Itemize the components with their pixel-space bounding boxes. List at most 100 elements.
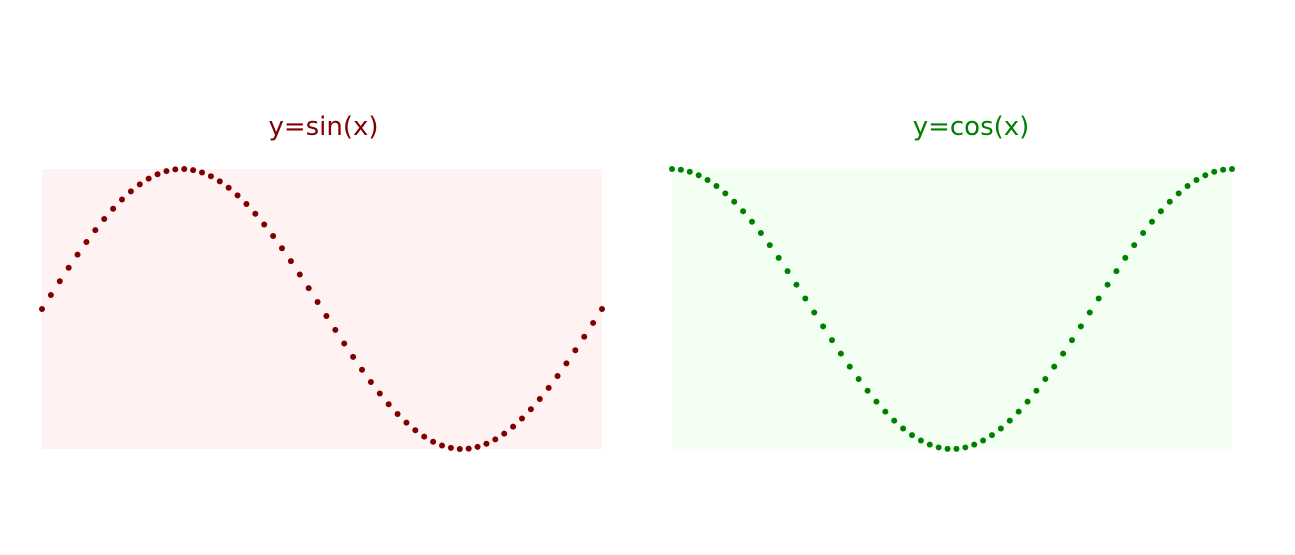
cos-data-point [1024, 398, 1031, 405]
sin-data-point [136, 181, 143, 188]
cos-data-point [846, 363, 853, 370]
cos-data-point [1086, 309, 1093, 316]
sin-data-point [216, 178, 223, 185]
sin-data-point [359, 366, 365, 373]
cos-data-point [829, 337, 835, 344]
cos-data-point [722, 190, 729, 197]
sin-data-point [519, 415, 525, 422]
sin-data-point [590, 319, 597, 326]
sin-data-point [154, 171, 161, 178]
sin-data-point [172, 166, 179, 173]
sin-data-point [287, 258, 294, 265]
cos-data-point [802, 295, 809, 302]
sin-data-point [119, 196, 125, 203]
sin-data-point [483, 440, 490, 447]
cos-data-point [1122, 254, 1129, 261]
cos-data-point [864, 387, 871, 394]
cos-data-point [669, 166, 675, 172]
cos-data-point [757, 230, 764, 237]
sin-data-point [465, 445, 472, 452]
cos-data-point [784, 268, 791, 275]
sin-data-point [110, 205, 117, 212]
cos-data-point [1060, 350, 1067, 357]
sin-chart-panel: y=sin(x) [0, 0, 647, 555]
cos-data-point [882, 408, 889, 415]
cos-data-point [677, 166, 684, 173]
sin-data-point [190, 167, 197, 174]
sin-data-point [234, 192, 241, 199]
sin-data-point [341, 340, 348, 347]
sin-data-point [181, 166, 188, 173]
cos-data-point [1166, 198, 1173, 205]
sin-data-point [394, 410, 401, 417]
sin-chart-plot [39, 166, 605, 452]
cos-chart-title: y=cos(x) [912, 112, 1030, 142]
cos-data-point [740, 208, 747, 215]
sin-data-point [527, 406, 534, 413]
cos-data-point [953, 445, 960, 452]
sin-data-point [270, 233, 277, 239]
cos-data-point [793, 281, 800, 288]
sin-data-point [545, 384, 552, 391]
sin-data-point [412, 427, 419, 434]
sin-data-point [350, 353, 357, 360]
sin-data-point [83, 239, 90, 246]
cos-chart-panel: y=cos(x) [647, 0, 1295, 555]
sin-data-point [252, 210, 259, 217]
cos-data-point [686, 168, 693, 175]
sin-data-point [47, 292, 54, 299]
cos-data-point [1006, 417, 1013, 424]
sin-chart-title: y=sin(x) [268, 112, 379, 142]
cos-data-point [900, 425, 907, 432]
cos-data-point [1113, 268, 1120, 275]
sin-data-point [456, 445, 463, 452]
cos-data-point [811, 309, 818, 316]
cos-chart-plot [669, 166, 1235, 452]
sin-data-point [314, 299, 321, 306]
plot-background [672, 169, 1232, 449]
sin-data-point [421, 433, 428, 440]
sin-data-point [430, 438, 437, 445]
sin-data-point [127, 188, 134, 195]
cos-data-point [695, 172, 702, 179]
sin-data-point [261, 221, 268, 228]
cos-data-point [962, 444, 969, 451]
cos-data-point [1015, 408, 1022, 415]
cos-data-point [1051, 363, 1058, 370]
sin-data-point [92, 227, 99, 234]
sin-data-point [65, 264, 72, 271]
sin-data-point [474, 443, 481, 450]
cos-data-point [917, 437, 924, 444]
sin-data-point [447, 444, 454, 451]
cos-data-point [1149, 218, 1155, 225]
cos-data-point [1211, 168, 1218, 175]
plot-background [42, 169, 602, 449]
cos-data-point [1095, 295, 1102, 302]
sin-data-point [385, 401, 392, 408]
sin-data-point [492, 436, 499, 443]
sin-data-point [581, 333, 588, 340]
sin-data-point [296, 271, 303, 278]
cos-data-point [749, 218, 755, 225]
cos-data-point [731, 198, 738, 205]
cos-data-point [1104, 281, 1111, 288]
cos-data-point [926, 441, 933, 448]
cos-data-point [1042, 376, 1049, 382]
sin-data-point [145, 175, 152, 182]
cos-data-point [713, 183, 720, 190]
sin-data-point [56, 278, 63, 285]
sin-data-point [207, 173, 214, 180]
cos-data-point [989, 432, 995, 439]
cos-data-point [766, 242, 773, 249]
cos-data-point [1077, 323, 1084, 330]
cos-data-point [775, 254, 782, 261]
cos-data-point [1175, 190, 1182, 197]
sin-data-point [510, 423, 517, 430]
cos-data-point [971, 441, 978, 448]
sin-data-point [376, 390, 383, 397]
sin-data-point [572, 347, 579, 354]
cos-data-point [820, 323, 827, 330]
cos-data-point [1157, 208, 1164, 215]
sin-data-point [199, 169, 205, 176]
sin-data-point [323, 312, 330, 319]
